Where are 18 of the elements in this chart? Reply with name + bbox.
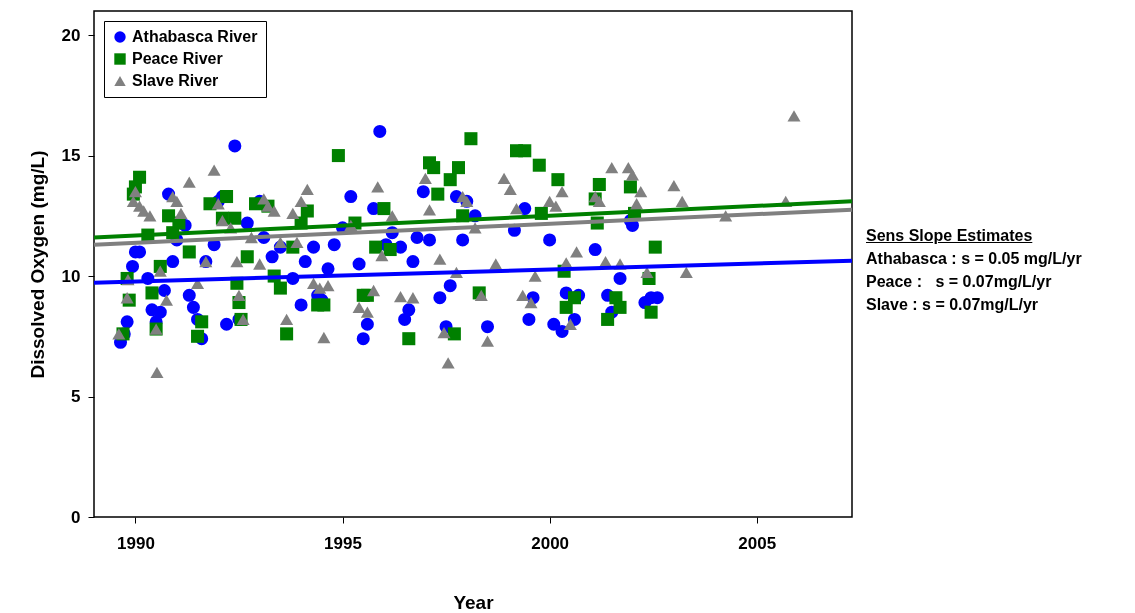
text: Sens Slope Estimates (866, 226, 1034, 246)
y-tick-label: 5 (71, 387, 81, 407)
x-tick-label: 2000 (531, 533, 570, 553)
text: Peace : s = 0.07mg/L/yr (866, 272, 1053, 292)
y-tick-label: 15 (61, 146, 81, 166)
y-axis-title: Dissolved Oxygen (mg/L) (26, 150, 48, 379)
legend-label: Athabasca River (132, 28, 258, 45)
x-axis-title: Year (453, 591, 495, 613)
y-tick-label: 0 (71, 507, 81, 527)
x-tick-label: 2005 (738, 533, 777, 553)
y-tick-label: 10 (61, 266, 81, 286)
x-tick-label: 1995 (324, 533, 362, 553)
y-tick-label: 20 (61, 25, 81, 45)
legend-label: Peace River (132, 50, 223, 67)
text: Slave : s = 0.07mg/L/yr (866, 295, 1040, 315)
text: Athabasca : s = 0.05 mg/L/yr (866, 249, 1082, 269)
x-tick-label: 1990 (117, 533, 155, 553)
legend-label: Slave River (132, 72, 219, 89)
